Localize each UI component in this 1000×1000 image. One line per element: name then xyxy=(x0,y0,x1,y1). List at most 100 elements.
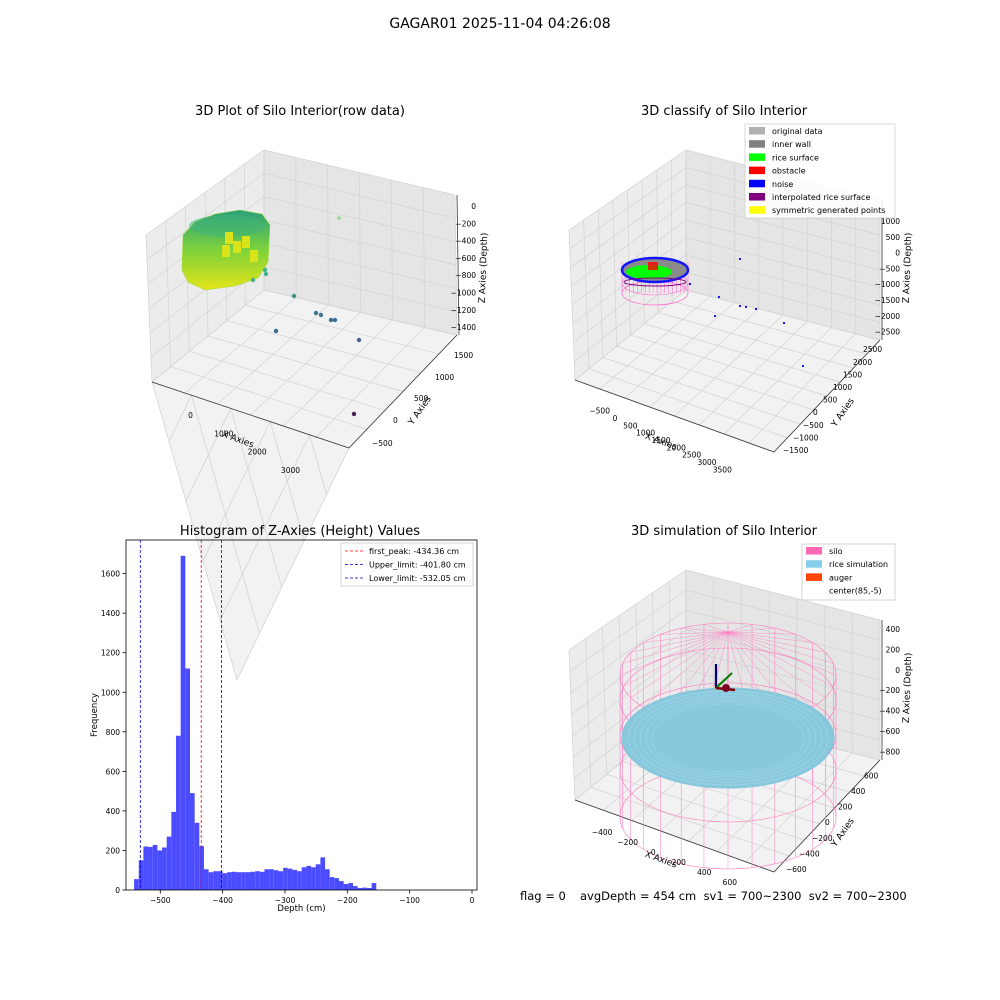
cls-floor-grid xyxy=(672,300,867,355)
raw-noise-point xyxy=(336,215,342,221)
cls-x-axis-line xyxy=(574,379,775,453)
cls-left-grid xyxy=(641,179,645,324)
raw-y-tick-label: 0 xyxy=(393,416,398,425)
cls-x-tick-label: 500 xyxy=(623,421,638,430)
cls-z-tick-label: −500 xyxy=(879,264,900,273)
cls-x-tick-label: 2000 xyxy=(667,443,686,452)
raw-left-grid xyxy=(151,289,265,383)
histogram-bar xyxy=(348,883,353,890)
cls-x-tick-label: 1000 xyxy=(636,429,655,438)
sim-y-axis-line xyxy=(773,759,881,873)
cls-floor-grid xyxy=(724,327,832,435)
histogram-bar xyxy=(171,811,177,890)
histogram-bar xyxy=(306,865,312,890)
histogram-x-tick-label: −200 xyxy=(337,896,358,905)
histogram-x-axis-label: Depth (cm) xyxy=(277,904,325,914)
cls-legend-swatch xyxy=(749,179,765,188)
cls-noise-point xyxy=(744,305,748,309)
cls-floor-grid xyxy=(644,323,841,383)
raw-floor-grid-a xyxy=(151,381,238,681)
histogram-y-tick-label: 200 xyxy=(106,846,121,855)
cls-interpolated-surface xyxy=(623,277,687,287)
sim-silo-roof-wire xyxy=(630,631,729,698)
histogram-bar xyxy=(217,871,223,890)
histogram-bar xyxy=(315,864,321,890)
sim-back-grid xyxy=(685,589,881,641)
cls-legend-label: symmetric generated points xyxy=(772,206,885,215)
sim-back-grid xyxy=(685,609,881,661)
sim-silo-roof-wire xyxy=(630,631,729,653)
cls-y-tick-label: −500 xyxy=(803,421,824,430)
sim-legend-label: center(85,-5) xyxy=(829,587,882,596)
histogram-bar xyxy=(311,867,316,890)
histogram-bar xyxy=(227,872,232,890)
sim-silo-roof-wire xyxy=(727,624,753,633)
sim-silo-roof-wire xyxy=(727,631,796,635)
raw-floor-grid-b xyxy=(236,447,350,681)
sim-z-tick-label: −200 xyxy=(879,686,900,695)
histogram-x-tick-label: 0 xyxy=(470,896,475,905)
cls-noise-point xyxy=(688,282,692,286)
cls-y-tick-label: −1000 xyxy=(793,433,819,442)
raw-z-tick-label: −1000 xyxy=(451,289,477,298)
histogram-y-axis-label: Frequency xyxy=(90,693,100,737)
histogram-legend-label: Upper_limit: -401.80 cm xyxy=(369,561,466,570)
histogram-x-tick-label: −300 xyxy=(275,896,296,905)
cls-y-tick-label: 500 xyxy=(823,396,838,405)
raw-y-tick-label: 500 xyxy=(414,394,429,403)
cls-rice-surface xyxy=(626,265,672,279)
cls-left-grid xyxy=(574,289,687,381)
raw-z-tick-label: −400 xyxy=(455,237,476,246)
raw-obstacle-blob xyxy=(233,241,241,253)
cls-legend-label: original data xyxy=(772,127,823,136)
histogram-bar xyxy=(148,846,153,890)
raw-z-tick-label: −600 xyxy=(455,254,476,263)
histogram-bar xyxy=(231,871,237,890)
cls-floor-grid xyxy=(658,312,854,369)
histogram-bar xyxy=(301,867,307,890)
sim-left-grid xyxy=(570,609,687,694)
histogram-bar xyxy=(166,836,172,890)
cls-noise-point xyxy=(782,321,786,325)
cls-x-tick-label: 0 xyxy=(613,414,618,423)
raw-z-axis-line xyxy=(456,194,460,336)
histogram-bar xyxy=(339,881,344,890)
sim-left-grid xyxy=(568,569,687,651)
cls-z-tick-label: 500 xyxy=(886,233,901,242)
raw-y-axis-line xyxy=(348,334,458,449)
sim-left-grid xyxy=(569,589,687,672)
cls-legend-swatch xyxy=(749,206,765,214)
cls-z-tick-label: −2500 xyxy=(875,328,901,337)
sim-rice-grid xyxy=(645,700,811,777)
cls-legend-label: inner wall xyxy=(772,140,811,149)
cls-left-grid xyxy=(574,272,687,362)
cls-back-grid xyxy=(685,237,881,288)
raw-noise-point xyxy=(356,337,362,343)
cls-y-axis-line xyxy=(773,339,881,453)
cls-legend-swatch xyxy=(749,127,765,135)
histogram-bar xyxy=(320,857,326,890)
raw-floor-grid xyxy=(315,327,426,438)
cls-legend-swatch xyxy=(749,166,765,175)
histogram-y-tick-label: 0 xyxy=(115,886,120,895)
raw-back-grid xyxy=(454,194,458,336)
sim-z-tick-label: 200 xyxy=(886,645,901,654)
raw-z-tick-label: 0 xyxy=(471,202,476,211)
cls-legend-label: interpolated rice surface xyxy=(772,193,870,202)
cls-z-tick-label: −1500 xyxy=(875,296,901,305)
sim-z-tick-label: 0 xyxy=(895,666,900,675)
cls-x-tick-label: 3500 xyxy=(713,465,732,474)
sim-silo-roof-wire xyxy=(727,631,826,698)
histogram-bar xyxy=(236,872,242,890)
sim-legend-label: auger xyxy=(829,573,853,582)
histogram-bar xyxy=(143,846,149,890)
histogram-bar xyxy=(283,867,288,890)
raw-noise-point xyxy=(318,312,324,318)
histogram-bar xyxy=(176,735,181,890)
histogram-y-tick-label: 1400 xyxy=(101,609,120,618)
histogram-bar xyxy=(297,871,302,890)
histogram-bar xyxy=(245,872,251,890)
cls-x-tick-label: 1500 xyxy=(651,436,670,445)
sim-silo-roof-wire xyxy=(727,631,834,664)
cls-noise-point xyxy=(754,307,758,311)
